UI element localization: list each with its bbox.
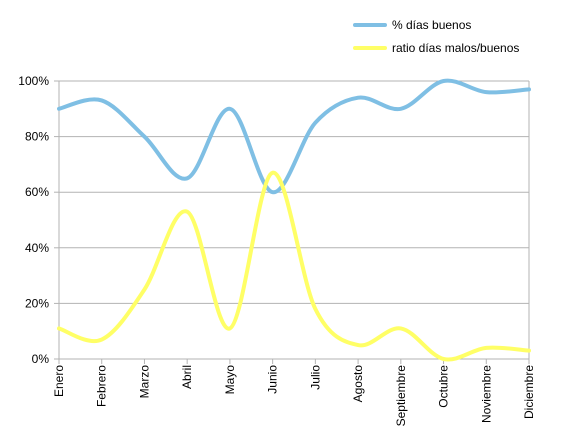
legend-label-1: ratio días malos/buenos [392,41,519,55]
x-tick-label: Septiembre [394,365,408,427]
x-tick-label: Febrero [95,365,109,407]
x-tick-label: Diciembre [522,365,536,419]
x-tick-label: Abril [180,365,194,389]
x-tick-label: Enero [52,365,66,397]
y-tick-label: 80% [25,130,49,144]
x-tick-label: Mayo [223,365,237,395]
y-tick-label: 40% [25,241,49,255]
y-tick-label: 100% [18,74,49,88]
x-tick-label: Octubre [437,365,451,408]
x-tick-label: Junio [266,365,280,394]
y-tick-label: 60% [25,185,49,199]
y-tick-label: 20% [25,296,49,310]
series-lines [57,78,531,362]
legend-label-0: % días buenos [392,18,471,32]
x-tick-label: Marzo [137,365,151,399]
legend: % días buenos ratio días malos/buenos [353,18,519,55]
axes: 0% 20% 40% 60% 80% 100% Enero Febrero Marzo Abril… [18,74,536,426]
y-tick-label: 0% [32,352,50,366]
x-tick-label: Noviembre [479,365,493,423]
series-line-1 [57,170,531,362]
x-tick-label: Julio [308,365,322,390]
x-tick-label: Agosto [351,365,365,403]
